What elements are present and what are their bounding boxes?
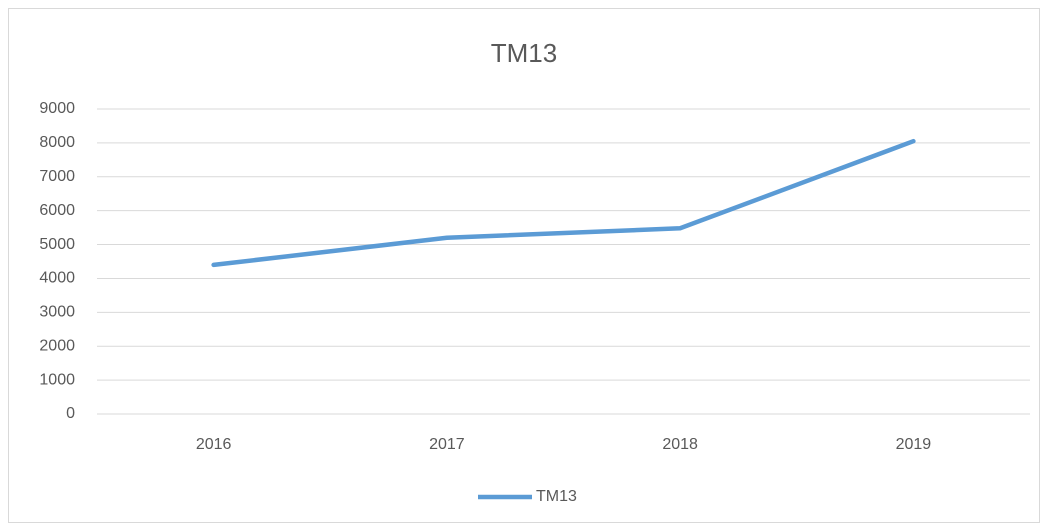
legend-label: TM13 — [536, 488, 577, 505]
x-tick-label: 2016 — [196, 436, 232, 453]
x-tick-label: 2018 — [662, 436, 698, 453]
y-tick-label: 9000 — [39, 100, 75, 117]
y-tick-label: 7000 — [39, 168, 75, 185]
series-line — [211, 138, 916, 268]
chart-border — [8, 8, 1040, 523]
y-tick-label: 4000 — [39, 270, 75, 287]
y-tick-label: 0 — [66, 405, 75, 422]
y-tick-label: 6000 — [39, 202, 75, 219]
y-tick-label: 5000 — [39, 236, 75, 253]
y-tick-label: 8000 — [39, 134, 75, 151]
y-tick-label: 3000 — [39, 304, 75, 321]
x-tick-label: 2019 — [896, 436, 932, 453]
y-tick-label: 1000 — [39, 371, 75, 388]
y-tick-label: 2000 — [39, 337, 75, 354]
chart-title: TM13 — [491, 38, 557, 68]
x-tick-label: 2017 — [429, 436, 465, 453]
